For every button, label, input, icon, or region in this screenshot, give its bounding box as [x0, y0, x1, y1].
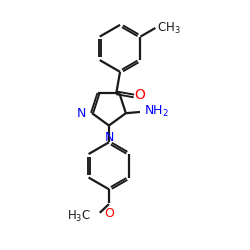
Text: N: N: [105, 131, 114, 144]
Text: NH$_2$: NH$_2$: [144, 104, 169, 119]
Text: O: O: [104, 206, 114, 220]
Text: O: O: [134, 88, 145, 102]
Text: H$_3$C: H$_3$C: [66, 209, 91, 224]
Text: N: N: [77, 107, 86, 120]
Text: CH$_3$: CH$_3$: [157, 20, 181, 36]
